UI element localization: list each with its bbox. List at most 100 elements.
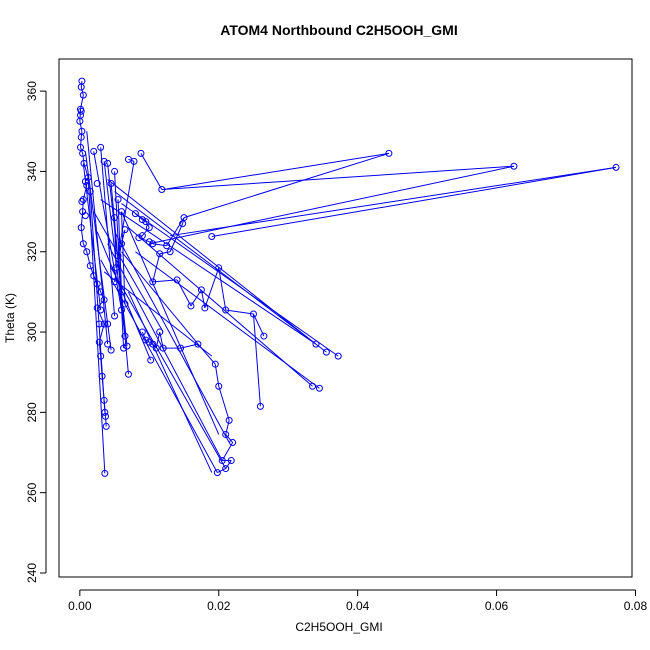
data-point — [177, 344, 185, 352]
series-line-segment — [107, 243, 223, 461]
data-point — [156, 250, 164, 258]
data-point — [211, 360, 219, 368]
series-line-segment — [152, 243, 167, 247]
data-point — [612, 163, 620, 171]
data-point — [86, 262, 94, 270]
data-point — [80, 159, 88, 167]
data-point — [114, 252, 122, 260]
data-point — [123, 342, 131, 350]
series-line-segment — [166, 217, 185, 246]
data-point — [79, 196, 87, 204]
series-line-segment — [225, 434, 234, 443]
series-line-segment — [121, 203, 339, 357]
data-point — [90, 147, 98, 155]
data-point — [93, 304, 101, 312]
series-line-segment — [214, 364, 220, 387]
x-tick-label: 0.04 — [346, 599, 370, 613]
x-tick-label: 0.06 — [485, 599, 509, 613]
series-line-segment — [105, 416, 107, 427]
data-point — [90, 272, 98, 280]
series-line-segment — [159, 251, 171, 255]
data-point — [213, 469, 221, 477]
data-point — [118, 208, 126, 216]
series-line-segment — [86, 251, 91, 266]
data-point — [100, 296, 108, 304]
data-point — [142, 336, 150, 344]
data-point — [97, 306, 105, 314]
data-point — [76, 117, 84, 125]
data-point — [173, 276, 181, 284]
data-point — [77, 107, 85, 115]
series-line-segment — [140, 153, 163, 190]
data-point — [222, 430, 230, 438]
data-point — [104, 340, 112, 348]
data-point — [385, 149, 393, 157]
data-point — [93, 179, 101, 187]
data-point — [77, 133, 85, 141]
data-point — [95, 320, 103, 328]
data-point — [201, 304, 209, 312]
data-point — [149, 278, 157, 286]
data-point — [97, 288, 105, 296]
data-point — [215, 264, 223, 272]
data-point — [218, 457, 226, 465]
series-line-segment — [218, 386, 230, 421]
series-line-segment — [161, 165, 514, 191]
data-point — [97, 143, 105, 151]
series-line-segment — [135, 251, 320, 389]
series-line-segment — [217, 468, 226, 474]
data-point — [81, 212, 89, 220]
data-point — [112, 264, 120, 272]
data-point — [111, 214, 119, 222]
data-point — [83, 181, 91, 189]
series-line-segment — [79, 121, 83, 132]
data-point — [166, 248, 174, 256]
data-point — [222, 465, 230, 473]
series-line-segment — [218, 267, 227, 311]
series-line-segment — [117, 161, 135, 256]
data-point — [142, 218, 150, 226]
data-point — [114, 196, 122, 204]
y-tick-label: 280 — [25, 402, 39, 422]
data-point — [312, 340, 320, 348]
series-line-segment — [80, 95, 84, 110]
data-point — [158, 186, 166, 194]
data-point — [159, 344, 167, 352]
series-line-segment — [82, 163, 102, 311]
data-point — [79, 91, 87, 99]
chart-title: ATOM4 Northbound C2H5OOH_GMI — [220, 22, 457, 38]
series-line-segment — [183, 152, 390, 219]
data-point — [222, 306, 230, 314]
series-line-segment — [121, 211, 126, 304]
data-point — [111, 312, 119, 320]
data-point — [102, 422, 110, 430]
data-point — [138, 216, 146, 224]
series-line-segment — [114, 217, 117, 268]
series-line-segment — [204, 267, 220, 309]
data-point — [107, 346, 115, 354]
series-line-segment — [252, 313, 261, 407]
data-point — [118, 306, 126, 314]
data-point — [124, 370, 132, 378]
data-point — [118, 240, 126, 248]
series-line-segment — [86, 131, 109, 345]
data-point — [145, 224, 153, 232]
data-point — [149, 240, 157, 248]
data-point — [111, 278, 119, 286]
series-line-segment — [141, 331, 147, 341]
series-line-segment — [141, 227, 150, 237]
data-point — [77, 143, 85, 151]
data-point — [100, 320, 108, 328]
data-point — [135, 234, 143, 242]
data-point — [208, 232, 216, 240]
data-point — [256, 402, 264, 410]
x-tick-label: 0.00 — [68, 599, 92, 613]
x-tick-label: 0.08 — [624, 599, 648, 613]
series-line-segment — [163, 152, 389, 190]
data-point — [79, 149, 87, 157]
series-line-segment — [100, 259, 218, 473]
series-line-segment — [114, 191, 327, 353]
data-point — [102, 412, 110, 420]
data-point — [152, 344, 160, 352]
series-line-segment — [211, 166, 617, 237]
